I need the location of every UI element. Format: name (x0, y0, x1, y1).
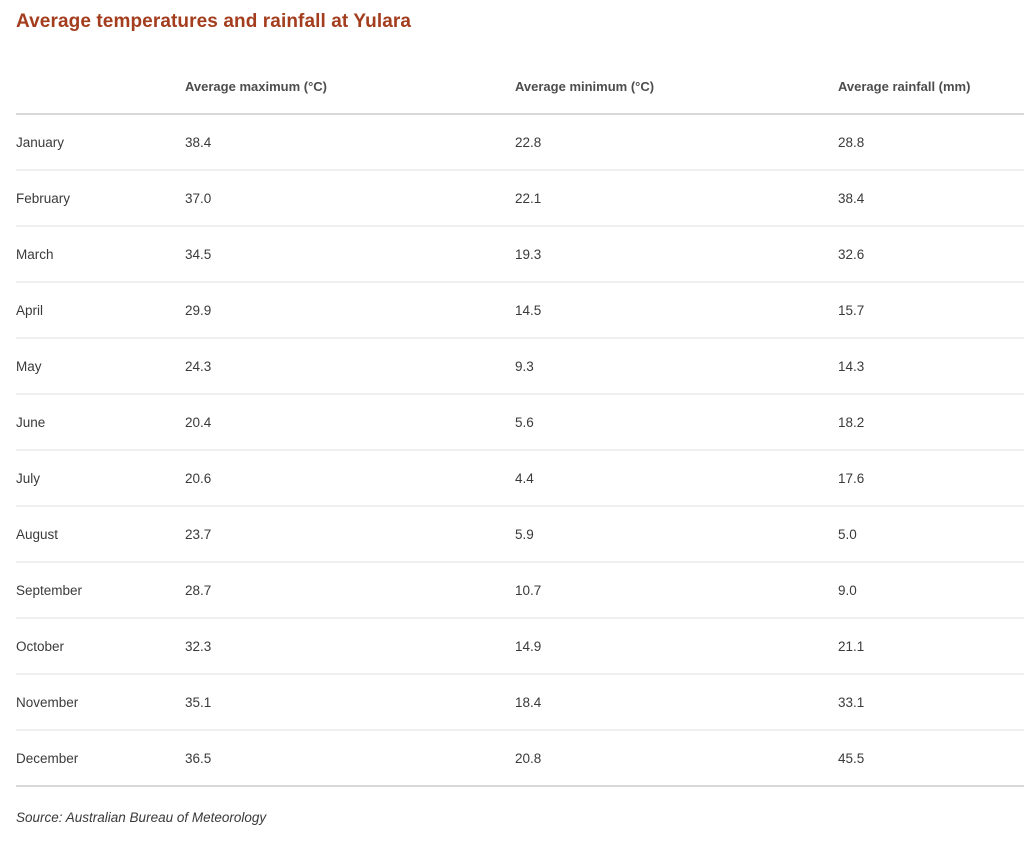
rainfall-cell: 15.7 (838, 302, 865, 318)
month-cell: March (16, 246, 54, 262)
max-temp-cell: 32.3 (185, 638, 212, 654)
rainfall-cell: 21.1 (838, 638, 865, 654)
max-temp-cell: 28.7 (185, 582, 212, 598)
table-row: November 35.1 18.4 33.1 (16, 674, 1024, 730)
table-row: December 36.5 20.8 45.5 (16, 730, 1024, 786)
rainfall-cell: 14.3 (838, 358, 865, 374)
min-temp-cell: 9.3 (515, 358, 534, 374)
month-cell: September (16, 582, 83, 598)
max-temp-cell: 35.1 (185, 694, 212, 710)
month-cell: April (16, 302, 44, 318)
min-temp-cell: 18.4 (515, 694, 542, 710)
month-cell: August (16, 526, 59, 542)
page-title: Average temperatures and rainfall at Yul… (16, 11, 412, 32)
min-temp-cell: 5.9 (515, 526, 534, 542)
table-row: May 24.3 9.3 14.3 (16, 338, 1024, 394)
min-temp-cell: 20.8 (515, 750, 542, 766)
min-temp-cell: 4.4 (515, 470, 534, 486)
table-row: February 37.0 22.1 38.4 (16, 170, 1024, 226)
min-temp-cell: 19.3 (515, 246, 542, 262)
month-cell: November (16, 694, 79, 710)
max-temp-cell: 38.4 (185, 134, 212, 150)
max-temp-cell: 20.4 (185, 414, 212, 430)
climate-data-table: Average maximum (°C) Average minimum (°C… (16, 33, 1024, 787)
rainfall-cell: 28.8 (838, 134, 865, 150)
table-row: October 32.3 14.9 21.1 (16, 618, 1024, 674)
table-row: July 20.6 4.4 17.6 (16, 450, 1024, 506)
source-attribution: Source: Australian Bureau of Meteorology (16, 810, 267, 825)
rainfall-cell: 5.0 (838, 526, 857, 542)
header-row: Average maximum (°C) Average minimum (°C… (16, 33, 1024, 114)
column-header-average-minimum: Average minimum (°C) (515, 79, 655, 94)
column-header-average-rainfall: Average rainfall (mm) (838, 79, 971, 94)
table-header: Average maximum (°C) Average minimum (°C… (16, 33, 1024, 114)
table-row: September 28.7 10.7 9.0 (16, 562, 1024, 618)
table-body: January 38.4 22.8 28.8 February 37.0 22.… (16, 114, 1024, 786)
month-cell: May (16, 358, 42, 374)
max-temp-cell: 36.5 (185, 750, 212, 766)
min-temp-cell: 10.7 (515, 582, 542, 598)
rainfall-cell: 32.6 (838, 246, 865, 262)
rainfall-cell: 18.2 (838, 414, 865, 430)
max-temp-cell: 23.7 (185, 526, 212, 542)
min-temp-cell: 5.6 (515, 414, 534, 430)
min-temp-cell: 14.5 (515, 302, 542, 318)
month-cell: July (16, 470, 41, 486)
rainfall-cell: 45.5 (838, 750, 865, 766)
max-temp-cell: 24.3 (185, 358, 212, 374)
max-temp-cell: 37.0 (185, 190, 212, 206)
max-temp-cell: 29.9 (185, 302, 212, 318)
month-cell: June (16, 414, 46, 430)
month-cell: October (16, 638, 65, 654)
min-temp-cell: 22.1 (515, 190, 542, 206)
rainfall-cell: 33.1 (838, 694, 865, 710)
month-cell: December (16, 750, 79, 766)
max-temp-cell: 34.5 (185, 246, 212, 262)
table-row: April 29.9 14.5 15.7 (16, 282, 1024, 338)
month-cell: January (16, 134, 65, 150)
table-row: March 34.5 19.3 32.6 (16, 226, 1024, 282)
column-header-average-maximum: Average maximum (°C) (185, 79, 327, 94)
column-header-month (16, 33, 185, 114)
table-row: August 23.7 5.9 5.0 (16, 506, 1024, 562)
table-row: June 20.4 5.6 18.2 (16, 394, 1024, 450)
max-temp-cell: 20.6 (185, 470, 212, 486)
month-cell: February (16, 190, 71, 206)
table-row: January 38.4 22.8 28.8 (16, 114, 1024, 170)
rainfall-cell: 17.6 (838, 470, 865, 486)
min-temp-cell: 22.8 (515, 134, 542, 150)
min-temp-cell: 14.9 (515, 638, 542, 654)
rainfall-cell: 9.0 (838, 582, 857, 598)
rainfall-cell: 38.4 (838, 190, 865, 206)
weather-table-widget: Average temperatures and rainfall at Yul… (0, 11, 1024, 864)
